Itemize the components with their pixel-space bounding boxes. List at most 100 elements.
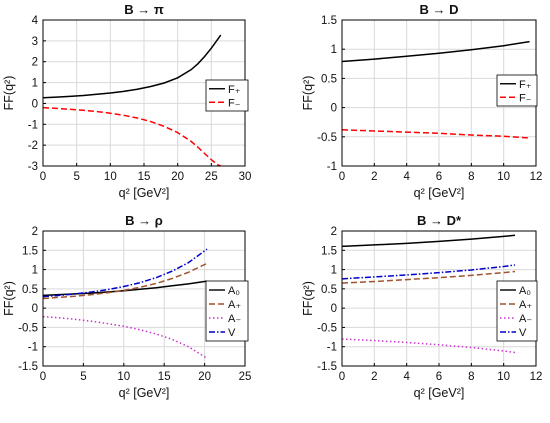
x-tick-label: 0	[339, 171, 345, 183]
legend-box	[205, 79, 249, 112]
y-tick-label: 2	[32, 57, 38, 69]
x-tick-label: 15	[158, 371, 171, 383]
legend: A₀ A₊ A₋ V	[205, 280, 249, 342]
legend-label: V	[519, 327, 527, 339]
series-line-1	[42, 280, 208, 297]
legend-label: A₀	[519, 285, 531, 297]
y-tick-label: -1	[28, 342, 38, 354]
y-tick-label: 0.5	[22, 284, 38, 296]
series-line-1	[42, 34, 222, 99]
y-tick-label: 1	[32, 78, 38, 90]
x-axis-label: q² [GeV²]	[119, 386, 170, 400]
x-tick-label: 6	[436, 171, 442, 183]
x-axis-label: q² [GeV²]	[414, 386, 465, 400]
y-tick-label: 1.5	[321, 245, 337, 257]
legend-label: A₊	[519, 299, 532, 311]
x-axis-label: q² [GeV²]	[414, 186, 465, 200]
y-tick-label: 1	[331, 44, 337, 56]
legend-label: A₊	[228, 299, 241, 311]
y-tick-label: -1	[327, 161, 337, 173]
panel-title: B → D	[420, 2, 459, 17]
series-line-2	[42, 262, 208, 300]
y-tick-label: 0	[32, 98, 38, 110]
x-tick-label: 4	[403, 371, 410, 383]
y-tick-label: 1.5	[321, 15, 337, 27]
series-line-2	[341, 270, 516, 284]
chart-panel-2: 0 2 4 6 8 10 12 -1 -0.5 0 0.5 1 1.5 B → D q² [GeV²] FF(…	[301, 2, 542, 200]
y-tick-label: 0	[331, 103, 337, 115]
x-tick-label: 10	[104, 171, 117, 183]
series-line-1	[341, 40, 530, 63]
x-tick-label: 2	[371, 171, 377, 183]
y-axis-label: FF(q²)	[301, 76, 315, 111]
x-tick-label: 5	[80, 371, 86, 383]
legend-label: F₊	[228, 84, 241, 96]
legend-label: F₊	[519, 79, 532, 91]
legend-label: A₋	[519, 313, 532, 325]
y-axis-label: FF(q²)	[301, 281, 315, 316]
legend-box	[496, 74, 538, 107]
x-tick-label: 25	[239, 371, 252, 383]
x-tick-label: 12	[530, 171, 543, 183]
y-tick-label: -0.5	[18, 322, 38, 334]
legend-label: F₋	[228, 97, 241, 109]
series-line-4	[341, 264, 516, 280]
series-line-1	[341, 234, 516, 248]
series-line-2	[42, 106, 222, 167]
series-line-3	[341, 338, 516, 354]
x-tick-label: 5	[73, 171, 79, 183]
x-tick-label: 20	[171, 171, 184, 183]
chart-panel-4: 0 2 4 6 8 10 12 -1.5 -1 -0.5 0 0.5 1 1.5 2 B → D* q² [Ge…	[301, 213, 542, 400]
x-axis-label: q² [GeV²]	[119, 186, 170, 200]
y-tick-label: -0.5	[317, 322, 337, 334]
y-tick-label: 4	[32, 15, 39, 27]
y-tick-label: 1.5	[22, 245, 38, 257]
panel-title: B → ρ	[125, 213, 163, 228]
legend-label: A₋	[228, 313, 241, 325]
x-tick-label: 8	[468, 171, 474, 183]
y-tick-label: -1	[28, 119, 38, 131]
x-tick-label: 12	[530, 371, 543, 383]
y-tick-label: -3	[28, 161, 38, 173]
legend-label: V	[228, 327, 236, 339]
x-tick-label: 8	[468, 371, 474, 383]
y-axis-label: FF(q²)	[2, 281, 16, 316]
y-tick-label: 1	[32, 265, 38, 277]
y-tick-label: -1.5	[18, 361, 38, 373]
y-tick-label: 0.5	[321, 73, 337, 85]
x-tick-label: 0	[40, 371, 46, 383]
y-tick-label: 3	[32, 36, 38, 48]
y-tick-label: -0.5	[317, 132, 337, 144]
y-tick-label: -1.5	[317, 361, 337, 373]
legend-label: A₀	[228, 285, 240, 297]
y-tick-label: 1	[331, 265, 337, 277]
x-tick-label: 6	[436, 371, 442, 383]
y-tick-label: 0.5	[321, 284, 337, 296]
series-line-2	[341, 129, 530, 139]
x-tick-label: 2	[371, 371, 377, 383]
y-tick-label: -1	[327, 342, 337, 354]
x-tick-label: 10	[497, 371, 510, 383]
y-axis-label: FF(q²)	[2, 76, 16, 111]
x-tick-label: 15	[138, 171, 151, 183]
x-tick-label: 0	[40, 171, 46, 183]
x-tick-label: 20	[198, 371, 211, 383]
y-tick-label: 0	[32, 303, 38, 315]
series-line-4	[42, 248, 208, 298]
x-tick-label: 4	[403, 171, 410, 183]
chart-panel-1: 0 5 10 15 20 25 30 -3 -2 -1 0 1 2 3 4 B → π q² [GeV²] FF(…	[2, 2, 251, 200]
x-tick-label: 10	[117, 371, 130, 383]
y-tick-label: 2	[331, 226, 337, 238]
legend: F₊F₋	[496, 74, 538, 107]
legend-box	[496, 280, 538, 342]
y-tick-label: -2	[28, 140, 38, 152]
series-line-3	[42, 315, 208, 359]
legend: F₊F₋	[205, 79, 249, 112]
y-tick-label: 0	[331, 303, 337, 315]
legend-label: F₋	[519, 92, 532, 104]
x-tick-label: 30	[239, 171, 252, 183]
legend: A₀ A₊ A₋ V	[496, 280, 538, 342]
x-tick-label: 10	[497, 171, 510, 183]
x-tick-label: 0	[339, 371, 345, 383]
